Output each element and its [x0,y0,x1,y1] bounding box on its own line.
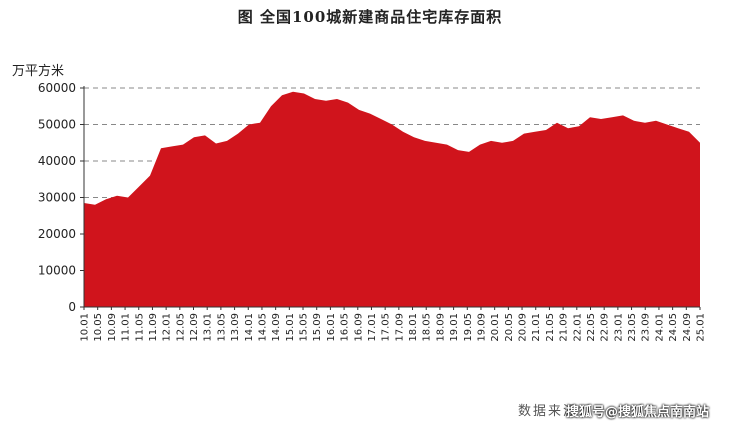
x-tick-label: 19.05 [463,313,474,342]
x-axis: 10.01 10.05 10.09 11.01 11.05 11.09 12.01 12.05… [80,306,707,342]
x-tick-label: 20.01 [490,313,501,342]
x-tick-label: 21.05 [545,313,556,342]
x-tick-label: 15.05 [299,313,310,342]
x-tick-label: 24.05 [668,313,679,342]
x-tick-label: 19.09 [476,313,487,342]
x-tick-label: 13.05 [216,313,227,342]
x-tick-label: 13.01 [203,313,214,342]
x-tick-label: 14.09 [271,313,282,342]
x-tick-label: 17.05 [381,313,392,342]
x-tick-label: 19.01 [449,313,460,342]
x-tick-label: 18.01 [408,313,419,342]
x-tick-label: 16.01 [326,313,337,342]
x-tick-label: 21.01 [531,313,542,342]
y-tick-label: 10000 [38,264,76,278]
x-tick-label: 11.09 [148,313,159,342]
inventory-area-series [84,91,700,307]
x-tick-label: 20.09 [518,313,529,342]
y-axis: 0 10000 20000 30000 40000 50000 60000 [38,81,85,314]
x-tick-label: 10.01 [80,313,91,342]
x-tick-label: 24.09 [682,313,693,342]
x-tick-label: 18.05 [422,313,433,342]
x-tick-label: 12.09 [189,313,200,342]
x-tick-label: 23.01 [613,313,624,342]
y-tick-label: 20000 [38,227,76,241]
x-tick-label: 23.05 [627,313,638,342]
x-tick-label: 15.09 [312,313,323,342]
y-tick-label: 30000 [38,191,76,205]
y-tick-label: 50000 [38,118,76,132]
x-tick-label: 14.05 [257,313,268,342]
y-axis-unit-label: 万平方米 [12,64,65,79]
x-tick-label: 20.05 [504,313,515,342]
y-tick-label: 60000 [38,81,76,95]
x-tick-label: 10.05 [93,313,104,342]
x-tick-label: 12.05 [175,313,186,342]
x-tick-label: 11.01 [121,313,132,342]
source-note: 数据来源： [518,404,594,419]
x-tick-label: 22.09 [600,313,611,342]
watermark: 搜狐号@搜狐焦点南南站 [566,405,710,420]
x-tick-label: 10.09 [107,313,118,342]
x-tick-label: 24.01 [654,313,665,342]
x-tick-label: 25.01 [696,313,707,342]
x-tick-label: 16.09 [353,313,364,342]
x-tick-label: 11.05 [134,313,145,342]
chart-title: 图 全国100城新建商品住宅库存面积 [237,8,503,26]
x-tick-label: 13.09 [230,313,241,342]
x-tick-label: 17.01 [367,313,378,342]
x-tick-label: 14.01 [244,313,255,342]
y-tick-label: 40000 [38,154,76,168]
x-tick-label: 22.01 [572,313,583,342]
x-tick-label: 12.01 [162,313,173,342]
x-tick-label: 17.09 [394,313,405,342]
y-tick-label: 0 [68,300,76,314]
x-tick-label: 15.01 [285,313,296,342]
x-tick-label: 23.09 [641,313,652,342]
x-tick-label: 16.05 [340,313,351,342]
x-tick-label: 22.05 [586,313,597,342]
x-tick-label: 18.09 [435,313,446,342]
x-tick-label: 21.09 [559,313,570,342]
